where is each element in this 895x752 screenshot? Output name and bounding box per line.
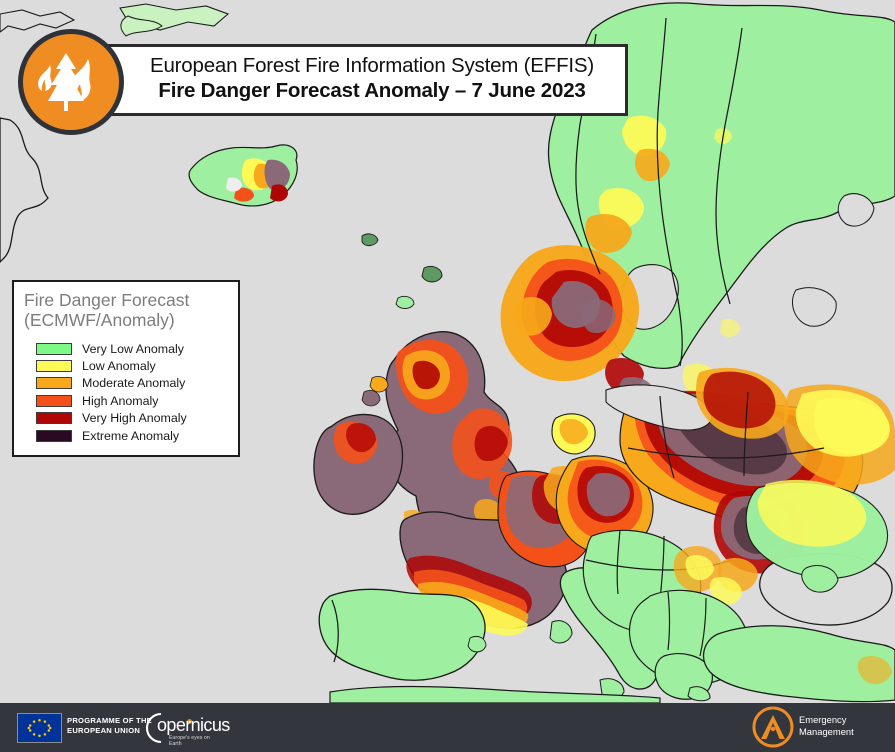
legend-swatch-low-anomaly bbox=[36, 360, 72, 373]
arctic-island bbox=[120, 15, 163, 37]
copernicus-c-icon bbox=[146, 712, 192, 744]
legend-item-high-anomaly[interactable]: High Anomaly bbox=[24, 392, 228, 409]
legend-title-line-1: Fire Danger Forecast bbox=[24, 290, 190, 310]
effis-logo bbox=[18, 29, 124, 135]
europe-anomaly-raster bbox=[0, 2, 895, 703]
map-canvas[interactable] bbox=[0, 0, 895, 703]
emergency-management-icon bbox=[752, 706, 794, 748]
legend-label-very-high-anomaly: Very High Anomaly bbox=[82, 411, 187, 426]
legend-label-very-low-anomaly: Very Low Anomaly bbox=[82, 341, 184, 356]
shetland-islands bbox=[421, 265, 443, 283]
legend-item-very-low-anomaly[interactable]: Very Low Anomaly bbox=[24, 340, 228, 357]
central-eastern-europe bbox=[605, 367, 895, 531]
eu-flag-icon bbox=[17, 713, 62, 743]
copernicus-logo: opernicus Europe's eyes on Earth bbox=[139, 711, 230, 747]
legend-title-line-2: (ECMWF/Anomaly) bbox=[24, 310, 175, 331]
legend-label-extreme-anomaly: Extreme Anomaly bbox=[82, 428, 180, 443]
copernicus-tagline: Europe's eyes on Earth bbox=[169, 735, 210, 747]
legend-swatch-very-low-anomaly bbox=[36, 342, 72, 355]
legend-swatch-moderate-anomaly bbox=[36, 377, 72, 390]
orkney-islands bbox=[395, 295, 415, 309]
eu-programme-line-2: EUROPEAN UNION bbox=[67, 726, 141, 736]
faroe-islands bbox=[361, 233, 379, 247]
eu-programme-line-1: PROGRAMME OF THE bbox=[67, 716, 152, 725]
legend-swatch-very-high-anomaly bbox=[36, 412, 72, 425]
legend-label-low-anomaly: Low Anomaly bbox=[82, 359, 156, 374]
legend-item-very-high-anomaly[interactable]: Very High Anomaly bbox=[24, 410, 228, 427]
title-box: European Forest Fire Information System … bbox=[66, 44, 628, 116]
legend-items: Very Low Anomaly Low Anomaly Moderate An… bbox=[24, 340, 228, 444]
emergency-management-text: Emergency Management bbox=[799, 714, 854, 738]
legend-item-extreme-anomaly[interactable]: Extreme Anomaly bbox=[24, 427, 228, 444]
footer-bar bbox=[0, 703, 895, 752]
legend-label-moderate-anomaly: Moderate Anomaly bbox=[82, 376, 186, 391]
page-title-line-2: Fire Danger Forecast Anomaly – 7 June 20… bbox=[158, 79, 586, 103]
legend-item-low-anomaly[interactable]: Low Anomaly bbox=[24, 357, 228, 374]
greenland-east-coast bbox=[0, 117, 49, 263]
legend-item-moderate-anomaly[interactable]: Moderate Anomaly bbox=[24, 375, 228, 392]
effis-fire-tree-icon bbox=[38, 53, 91, 111]
landmass-layer bbox=[0, 2, 895, 703]
iceland bbox=[188, 144, 298, 207]
title-block: European Forest Fire Information System … bbox=[18, 16, 628, 135]
legend-label-high-anomaly: High Anomaly bbox=[82, 393, 159, 408]
eu-programme-text: PROGRAMME OF THE EUROPEAN UNION bbox=[67, 716, 152, 737]
legend-swatch-extreme-anomaly bbox=[36, 429, 72, 442]
emergency-management-line-1: Emergency bbox=[799, 714, 847, 725]
legend-swatch-high-anomaly bbox=[36, 394, 72, 407]
scandinavia bbox=[500, 2, 895, 407]
greenland-north bbox=[0, 9, 76, 33]
southern-europe bbox=[318, 479, 895, 703]
emergency-management-line-2: Management bbox=[799, 726, 854, 738]
page-title-line-1: European Forest Fire Information System … bbox=[149, 54, 595, 77]
map-legend[interactable]: Fire Danger Forecast (ECMWF/Anomaly) Ver… bbox=[12, 280, 240, 458]
copernicus-wordmark: opernicus bbox=[157, 715, 230, 735]
